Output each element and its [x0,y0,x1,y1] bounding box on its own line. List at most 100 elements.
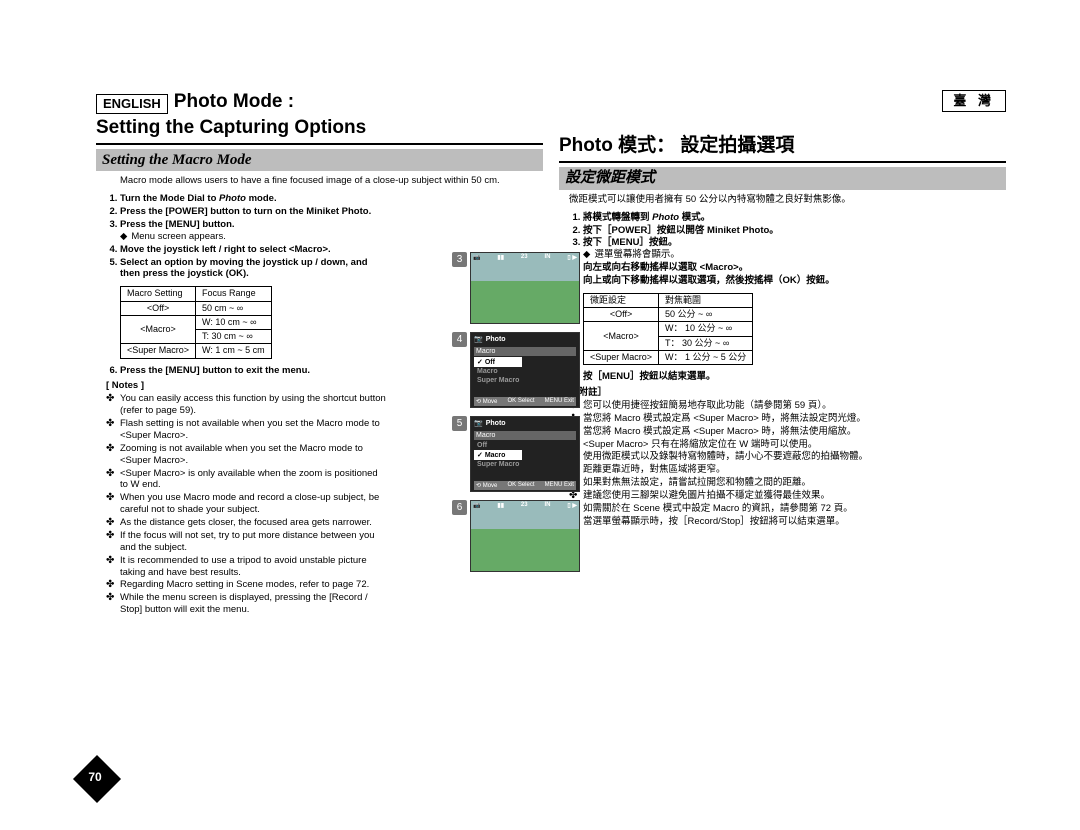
memory: IN [545,254,551,261]
opt-off: Off [474,441,522,450]
step-text: Press the [MENU] button. [120,219,235,230]
menu-options: Off Macro Super Macro [474,441,522,469]
lcd-menu: 📷Photo Macro Off Macro Super Macro ⟲ Mov… [470,416,580,492]
step: Press the [MENU] button to exit the menu… [120,365,390,377]
count: 23 [521,254,528,261]
note: When you use Macro mode and record a clo… [106,492,386,516]
opt-super: Super Macro [474,376,522,385]
step: Move the joystick left / right to select… [120,244,390,256]
note: <Super Macro> 只有在將縮放定位在 W 端時可以使用。 [569,439,1006,451]
right-subhead: 設定微距模式 [559,167,1006,190]
battery-icon: ▮▮ [497,254,504,261]
step-text: Press the [MENU] button to exit the menu… [120,365,310,376]
td: W: 1 cm ~ 5 cm [196,344,272,358]
bb-exit: MENU Exit [545,482,574,489]
td: <Super Macro> [121,344,196,358]
photo-preview: 📷 ▮▮ 23 IN ▯ ▶ [471,501,579,571]
camera-icon: 📷 [473,254,480,261]
td: T： 30 公分 ~ ∞ [659,336,753,350]
td: <Off> [584,308,659,322]
osd-top: 📷 ▮▮ 23 IN ▯ ▶ [473,254,577,261]
left-subhead: Setting the Macro Mode [96,149,543,172]
step-text: 按下［POWER］按鈕以開啓 Miniket Photo。 [583,225,779,236]
left-notes: You can easily access this function by u… [106,393,386,616]
left-steps-2: Press the [MENU] button to exit the menu… [120,365,390,377]
camera-icon: 📷 [474,419,483,427]
lcd-frame: 📷 ▮▮ 23 IN ▯ ▶ [470,252,580,324]
right-notes: 您可以使用捷徑按鈕簡易地存取此功能（請參閱第 59 頁）。 當您將 Macro … [569,400,1006,528]
menu-band: Macro [474,347,576,356]
notes-label: ［附註］ [569,387,1006,399]
td: W: 10 cm ~ ∞ [196,315,272,329]
left-intro: Macro mode allows users to have a fine f… [120,175,543,187]
mode-icons: ▯ ▶ [567,254,577,261]
th: 微距設定 [584,293,659,307]
menu-title: Photo [486,420,506,427]
screenshot-3: 3 📷 ▮▮ 23 IN ▯ ▶ [470,252,580,324]
step: 按下［MENU］按鈕。 ◆選單螢幕將會顯示。 [583,237,1006,261]
step-text: Press the [POWER] button to turn on the … [120,206,371,217]
substep-text: 選單螢幕將會顯示。 [594,249,680,260]
photo-preview: 📷 ▮▮ 23 IN ▯ ▶ [471,253,579,323]
note: If the focus will not set, try to put mo… [106,530,386,554]
right-intro: 微距模式可以讓使用者擁有 50 公分以內特寫物體之良好對焦影像。 [569,194,1006,206]
note: You can easily access this function by u… [106,393,386,417]
lang-pill-left: ENGLISH [96,94,168,114]
note: 距離更靠近時，對焦區域將更窄。 [569,464,1006,476]
step: Select an option by moving the joystick … [120,257,390,281]
td: <Off> [121,301,196,315]
mode-icons: ▯ ▶ [567,502,577,509]
td: W： 10 公分 ~ ∞ [659,322,753,336]
step: 向上或向下移動搖桿以選取選項，然後按搖桿（OK）按鈕。 [583,275,1006,287]
lang-pill-right: 臺 灣 [942,90,1006,112]
step: 按下［POWER］按鈕以開啓 Miniket Photo。 [583,225,1006,237]
opt-macro: Macro [474,367,522,376]
manual-page: ENGLISH Photo Mode : Setting the Capturi… [0,0,1080,830]
step: 將模式轉盤轉到 Photo 模式。 [583,212,1006,224]
right-steps: 將模式轉盤轉到 Photo 模式。 按下［POWER］按鈕以開啓 Miniket… [583,212,1006,287]
left-header: ENGLISH Photo Mode : [96,90,543,114]
note: 當您將 Macro 模式設定爲 <Super Macro> 時，將無法設定閃光燈… [569,413,1006,425]
lcd-menu: 📷Photo Macro Off Macro Super Macro ⟲ Mov… [470,332,580,408]
td: 50 公分 ~ ∞ [659,308,753,322]
td: T: 30 cm ~ ∞ [196,330,272,344]
opt-super: Super Macro [474,460,522,469]
th: 對焦範圍 [659,293,753,307]
note: 建議您使用三腳架以避免圖片拍攝不穩定並獲得最佳效果。 [569,490,1006,502]
menu-top: 📷Photo [474,419,506,427]
screenshot-strip: 3 📷 ▮▮ 23 IN ▯ ▶ 4 📷 [470,252,580,580]
left-steps: Turn the Mode Dial to Photo mode. Press … [120,193,390,280]
screenshot-4: 4 📷Photo Macro Off Macro Super Macro ⟲ M… [470,332,580,408]
note: As the distance gets closer, the focused… [106,517,386,529]
bb-select: OK Select [508,398,535,405]
camera-icon: 📷 [473,502,480,509]
note: 如需關於在 Scene 模式中設定 Macro 的資訊，請參閱第 72 頁。 [569,503,1006,515]
shot-number: 4 [452,332,467,347]
step: Press the [MENU] button. ◆Menu screen ap… [120,219,390,243]
page-inner: ENGLISH Photo Mode : Setting the Capturi… [90,90,1012,790]
note: Zooming is not available when you set th… [106,443,386,467]
note: 當您將 Macro 模式設定爲 <Super Macro> 時，將無法使用縮放。 [569,426,1006,438]
step-sub: ◆選單螢幕將會顯示。 [583,249,1006,261]
right-column: 臺 灣 Photo 模式： 設定拍攝選項 設定微距模式 微距模式可以讓使用者擁有… [551,90,1012,790]
bb-move: ⟲ Move [476,482,497,489]
note: Flash setting is not available when you … [106,418,386,442]
note: While the menu screen is displayed, pres… [106,592,386,616]
td: 50 cm ~ ∞ [196,301,272,315]
right-steps-2: 按［MENU］按鈕以結束選單。 [583,371,1006,383]
note: 您可以使用捷徑按鈕簡易地存取此功能（請參閱第 59 頁）。 [569,400,1006,412]
left-table: Macro SettingFocus Range <Off>50 cm ~ ∞ … [120,286,272,358]
note: Regarding Macro setting in Scene modes, … [106,579,386,591]
menu-bottombar: ⟲ Move OK Select MENU Exit [474,397,576,406]
shot-number: 5 [452,416,467,431]
th: Focus Range [196,287,272,301]
step: 按［MENU］按鈕以結束選單。 [583,371,1006,383]
step-text: 按［MENU］按鈕以結束選單。 [583,371,715,382]
td: <Macro> [584,322,659,351]
shot-number: 6 [452,500,467,515]
note: 當選單螢幕顯示時，按［Record/Stop］按鈕將可以結束選單。 [569,516,1006,528]
divider [559,161,1006,163]
note: <Super Macro> is only available when the… [106,468,386,492]
note: 使用微距模式以及錄製特寫物體時，請小心不要遮蔽您的拍攝物體。 [569,451,1006,463]
step: Turn the Mode Dial to Photo mode. [120,193,390,205]
